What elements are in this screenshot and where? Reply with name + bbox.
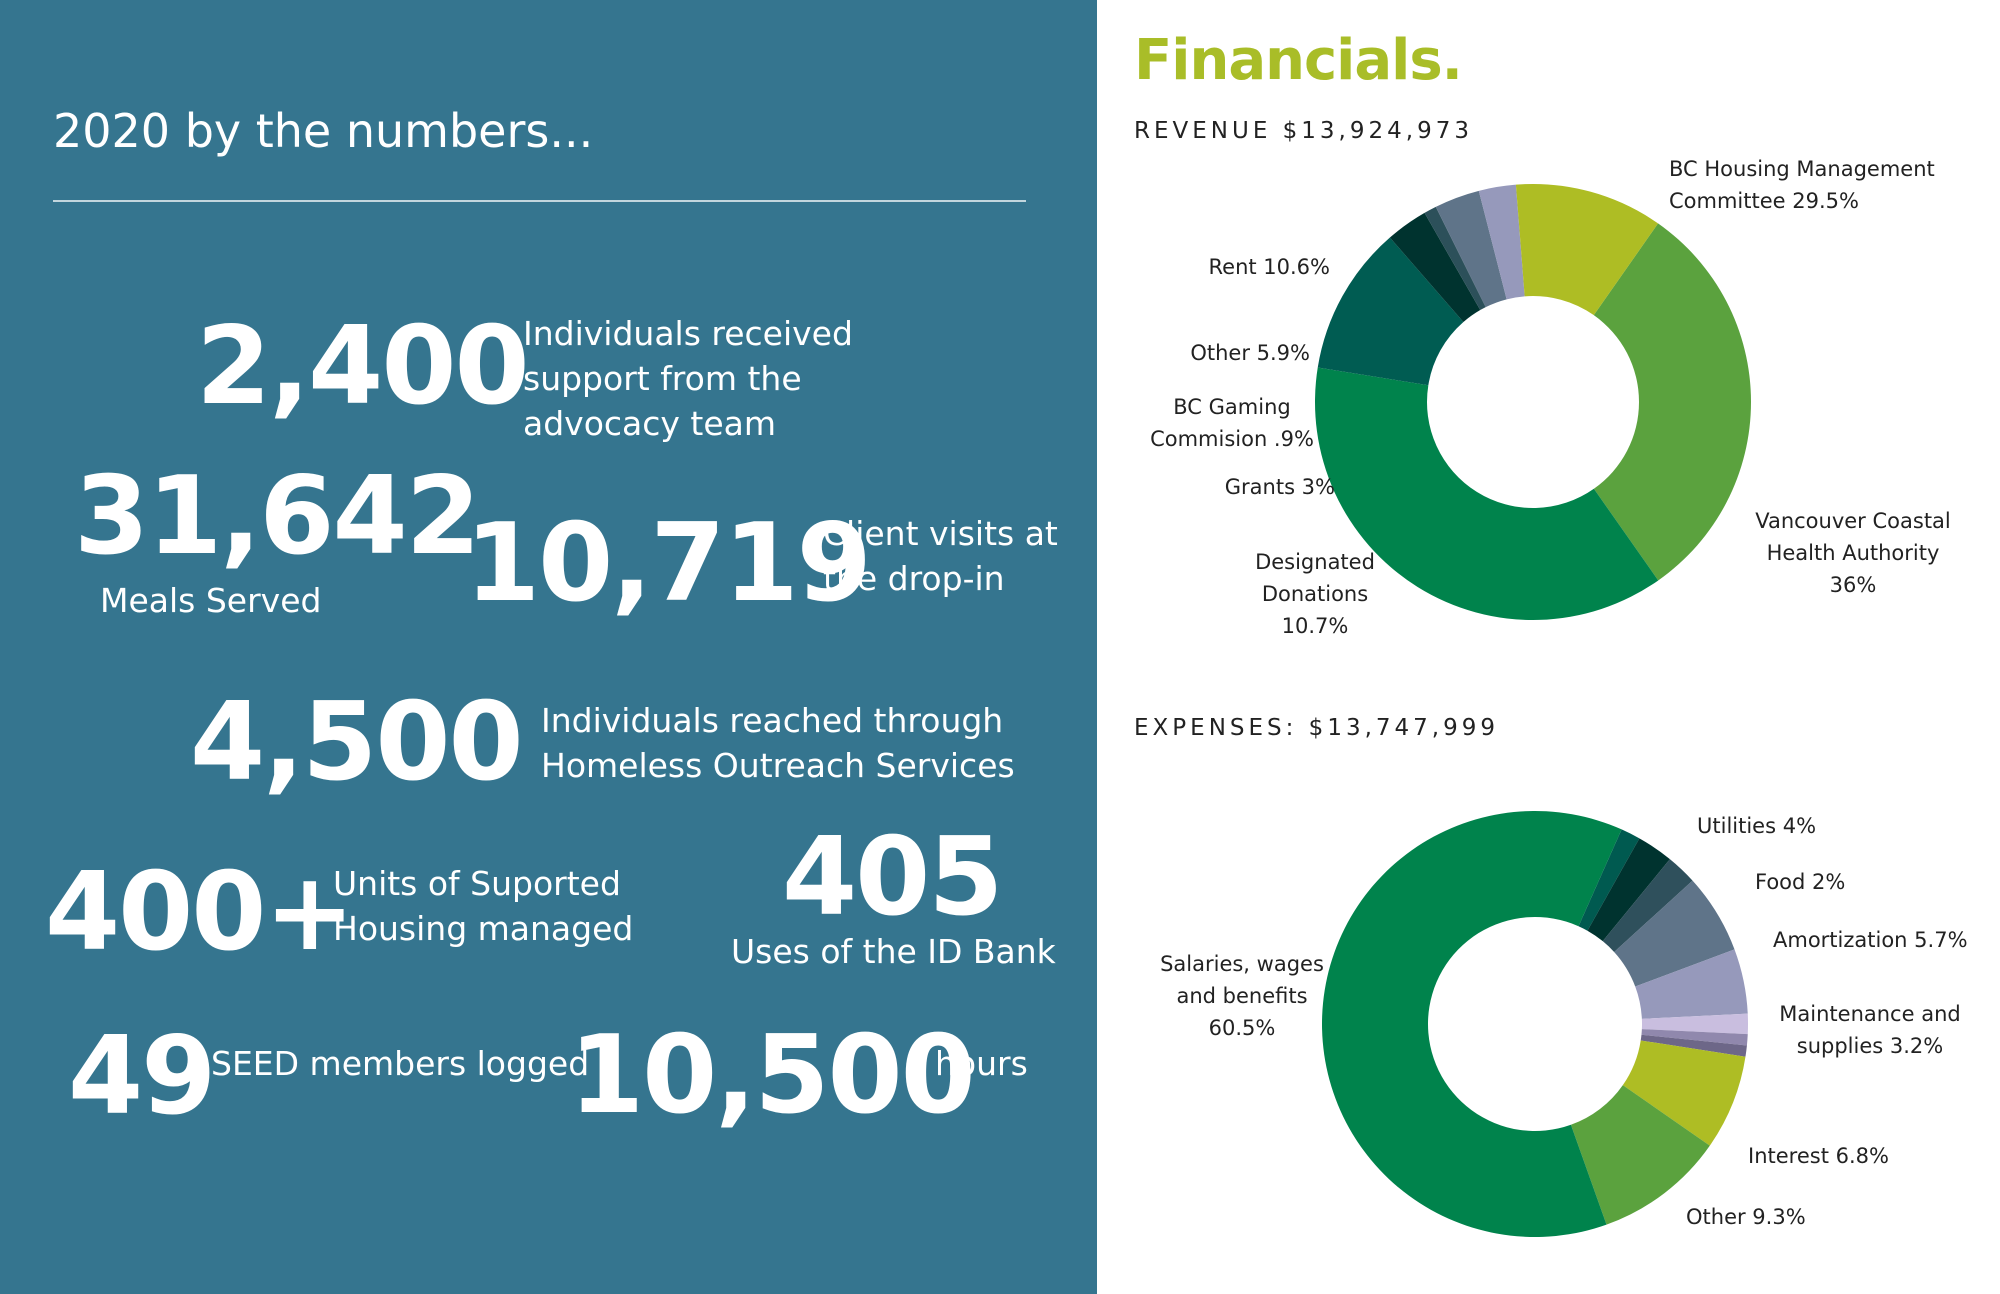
revenue-slice-vancouver-coastal-health-authority: [1315, 367, 1659, 620]
expenses-label-other: Other 9.3%: [1686, 1205, 1806, 1229]
stat-meals-label: Meals Served: [100, 581, 322, 620]
expenses-slice-utilities-1: [1587, 838, 1670, 942]
stat-idbank-value: 405: [782, 815, 1003, 940]
stat-seed-label: SEED members logged: [211, 1044, 590, 1083]
stat-advocacy-label: Individuals received support from the ad…: [523, 314, 853, 443]
revenue-title: REVENUE $13,924,973: [1134, 118, 1473, 144]
expenses-slice-food-2: [1602, 859, 1693, 952]
stat-advocacy-value: 2,400: [196, 304, 530, 429]
expenses-label-amortization: Amortization 5.7%: [1773, 928, 1968, 952]
expenses-slice-maintenance-and-supplies-4: [1635, 949, 1748, 1019]
revenue-label-rent: Rent 10.6%: [1209, 255, 1331, 279]
revenue-label-bc-housing-management-committee: BC Housing Management Committee 29.5%: [1669, 157, 1935, 213]
revenue-slice-rent: [1515, 183, 1659, 316]
revenue-label-grants: Grants 3%: [1225, 475, 1335, 499]
stat-meals-value: 31,642: [74, 454, 481, 579]
revenue-donut: BC Housing Management Committee 29.5% Vanc…: [1150, 157, 1951, 638]
revenue-slice-other-b: [1478, 184, 1525, 300]
expenses-slice-maintenance-and-supplies-6: [1641, 1029, 1748, 1046]
revenue-label-designated-donations: Designated Donations 10.7%: [1255, 550, 1375, 638]
expenses-slice-utilities-0: [1578, 829, 1640, 931]
expenses-slice-maintenance-and-supplies-7: [1640, 1034, 1747, 1057]
revenue-label-other: Other 5.9%: [1190, 341, 1310, 365]
expenses-label-interest: Interest 6.8%: [1748, 1144, 1889, 1168]
revenue-slice-bc-housing-management-committee: [1593, 223, 1751, 581]
stat-outreach-label: Individuals reached through Homeless Out…: [541, 701, 1015, 785]
stat-housing-value: 400+: [45, 850, 355, 975]
revenue-slice-designated-donations: [1317, 237, 1464, 386]
expenses-label-utilities: Utilities 4%: [1697, 814, 1816, 838]
stat-seed-value: 49: [68, 1014, 216, 1139]
expenses-slice-salaries-wages-and-benefits-10: [1322, 811, 1622, 1237]
divider: [53, 200, 1026, 202]
financials-title: Financials.: [1134, 28, 1463, 93]
expenses-donut: Salaries, wages and benefits 60.5% Utilitie…: [1160, 811, 1968, 1237]
expenses-slice-maintenance-and-supplies-5: [1641, 1013, 1749, 1035]
stat-outreach-value: 4,500: [190, 680, 524, 805]
stat-housing-label: Units of Suported Housing managed: [333, 864, 634, 948]
stats-panel: 2020 by the numbers... 2,400 Individuals…: [0, 0, 1097, 1294]
stat-idbank-label: Uses of the ID Bank: [731, 932, 1056, 971]
expenses-title: EXPENSES: $13,747,999: [1134, 715, 1500, 741]
revenue-slice-grants: [1389, 212, 1481, 323]
stat-hours-value: 10,500: [569, 1013, 976, 1138]
expenses-label-salaries-wages-and-benefits: Salaries, wages and benefits 60.5%: [1160, 952, 1324, 1040]
revenue-slice-bc-gaming-commision: [1424, 206, 1486, 311]
revenue-label-vancouver-coastal-health-authority: Vancouver Coastal Health Authority 36%: [1755, 509, 1951, 597]
stat-hours-label: hours: [935, 1044, 1028, 1083]
stat-dropin-value: 10,719: [465, 501, 872, 626]
panel-title: 2020 by the numbers...: [53, 104, 594, 158]
stat-dropin-label: Client visits at the drop-in: [823, 514, 1058, 598]
expenses-slice-interest-8: [1622, 1040, 1746, 1146]
revenue-slice-other: [1435, 190, 1507, 308]
expenses-slice-amortization-3: [1614, 880, 1735, 987]
expenses-label-food: Food 2%: [1755, 870, 1845, 894]
expenses-slice-other-9: [1570, 1085, 1710, 1225]
revenue-label-bc-gaming-commision: BC Gaming Commision .9%: [1150, 395, 1314, 451]
expenses-label-maintenance-and-supplies: Maintenance and supplies 3.2%: [1779, 1002, 1960, 1058]
